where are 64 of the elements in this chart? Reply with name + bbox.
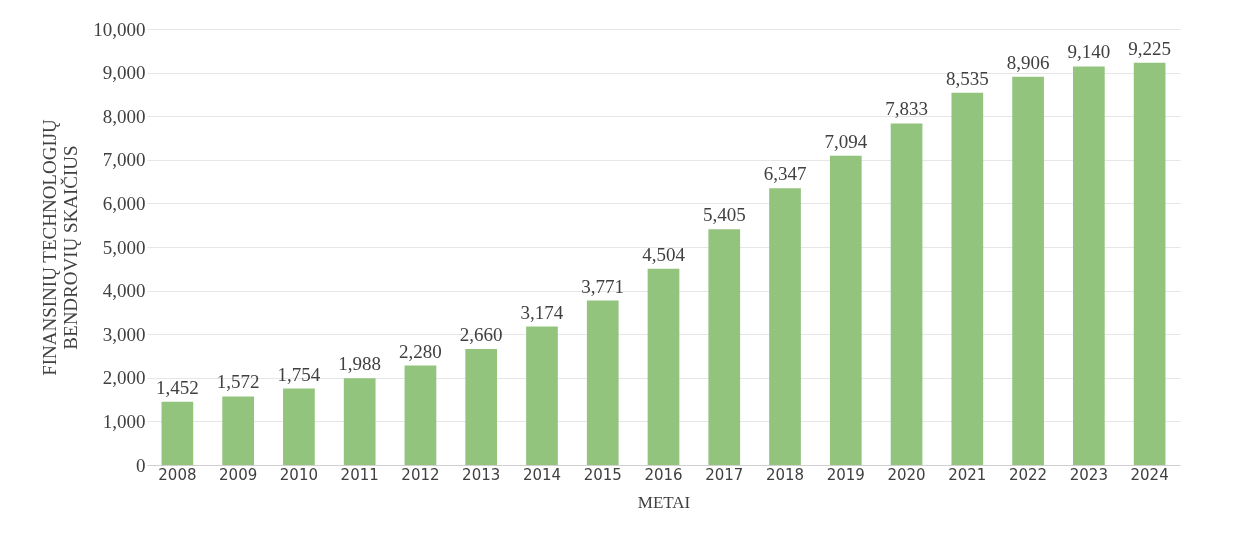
bar	[526, 326, 558, 465]
x-tick-label: 2015	[583, 465, 622, 484]
x-tick-label: 2024	[1130, 465, 1169, 484]
bar	[890, 123, 923, 465]
bar	[647, 268, 680, 465]
bar	[708, 229, 741, 465]
y-tick-label: 2,000	[102, 367, 146, 389]
y-axis-title: FINANSINIŲ TECHNOLOGIJŲ BENDROVIŲ SKAIČIUS	[39, 118, 82, 376]
x-tick-label: 2008	[158, 465, 197, 484]
data-label: 3,174	[520, 301, 564, 323]
data-label: 2,660	[459, 324, 503, 346]
bar	[1012, 76, 1044, 465]
x-tick-label: 2022	[1008, 465, 1048, 484]
data-label: 1,988	[338, 353, 382, 375]
x-tick-label: 2021	[948, 465, 987, 484]
data-label: 9,140	[1067, 41, 1111, 63]
bar	[404, 365, 437, 465]
y-tick-label: 0	[136, 454, 146, 476]
bar	[465, 349, 498, 465]
bar	[951, 92, 984, 465]
x-tick-label: 2012	[401, 465, 440, 484]
data-label: 2,280	[399, 340, 442, 362]
data-label: 7,833	[885, 98, 928, 120]
y-tick-label: 3,000	[102, 323, 146, 345]
bar	[586, 300, 619, 465]
x-tick-label: 2018	[765, 465, 805, 484]
x-tick-label: 2009	[219, 465, 258, 484]
y-tick-label: 4,000	[102, 280, 146, 302]
bar	[1072, 66, 1105, 465]
x-tick-label: 2013	[462, 465, 501, 484]
y-tick-label: 10,000	[93, 18, 146, 40]
data-label: 6,347	[763, 163, 807, 185]
data-label: 9,225	[1128, 37, 1171, 59]
data-label: 1,452	[156, 376, 199, 398]
y-tick-label: 9,000	[102, 62, 146, 84]
data-label: 4,504	[642, 243, 686, 265]
y-tick-label: 6,000	[102, 192, 146, 214]
bar	[222, 396, 255, 465]
data-label: 8,535	[945, 67, 989, 89]
bar	[829, 155, 862, 465]
bar	[283, 388, 315, 465]
x-axis-title: METAI	[637, 492, 691, 512]
bar	[343, 378, 376, 465]
data-label: 3,771	[581, 275, 625, 297]
data-label: 5,405	[702, 204, 746, 226]
data-label: 8,906	[1006, 51, 1050, 73]
x-tick-label: 2016	[644, 465, 683, 484]
y-tick-label: 1,000	[102, 410, 146, 432]
bar	[1133, 62, 1166, 465]
x-tick-label: 2019	[826, 465, 865, 484]
x-tick-label: 2017	[705, 465, 744, 484]
x-tick-label: 2014	[522, 465, 562, 484]
y-tick-label: 8,000	[102, 105, 146, 127]
x-tick-label: 2010	[279, 465, 319, 484]
x-tick-label: 2023	[1069, 465, 1108, 484]
bar	[769, 188, 801, 465]
bar	[161, 401, 194, 465]
data-label: 1,754	[277, 363, 321, 385]
data-label: 1,572	[216, 371, 260, 393]
x-tick-label: 2011	[340, 465, 379, 484]
data-label: 7,094	[824, 130, 868, 152]
y-tick-label: 5,000	[102, 236, 146, 258]
x-tick-label: 2020	[887, 465, 926, 484]
y-tick-label: 7,000	[102, 149, 146, 171]
